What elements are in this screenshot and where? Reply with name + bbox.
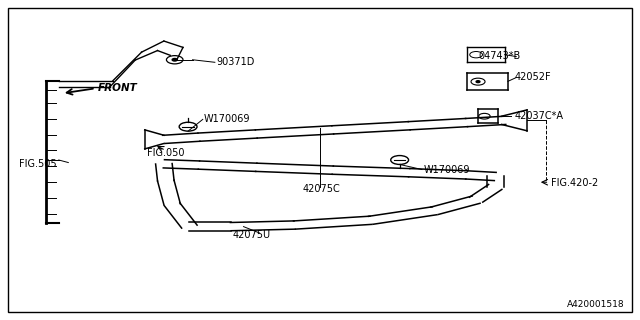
Text: FIG.420-2: FIG.420-2	[550, 178, 598, 188]
Text: 42037C*A: 42037C*A	[515, 111, 563, 121]
Text: A420001518: A420001518	[567, 300, 625, 309]
Text: FIG.050: FIG.050	[147, 148, 184, 158]
Text: W170069: W170069	[424, 165, 470, 175]
Text: 42075C: 42075C	[302, 184, 340, 194]
Text: 42052F: 42052F	[515, 72, 551, 82]
Text: FIG.505: FIG.505	[19, 159, 57, 169]
Text: FRONT: FRONT	[99, 83, 138, 93]
Circle shape	[476, 81, 480, 83]
Text: 42075U: 42075U	[232, 230, 270, 241]
Text: W170069: W170069	[204, 114, 250, 124]
Text: 90371D: 90371D	[217, 57, 255, 67]
Text: 04743*B: 04743*B	[478, 51, 520, 61]
Circle shape	[172, 59, 177, 61]
